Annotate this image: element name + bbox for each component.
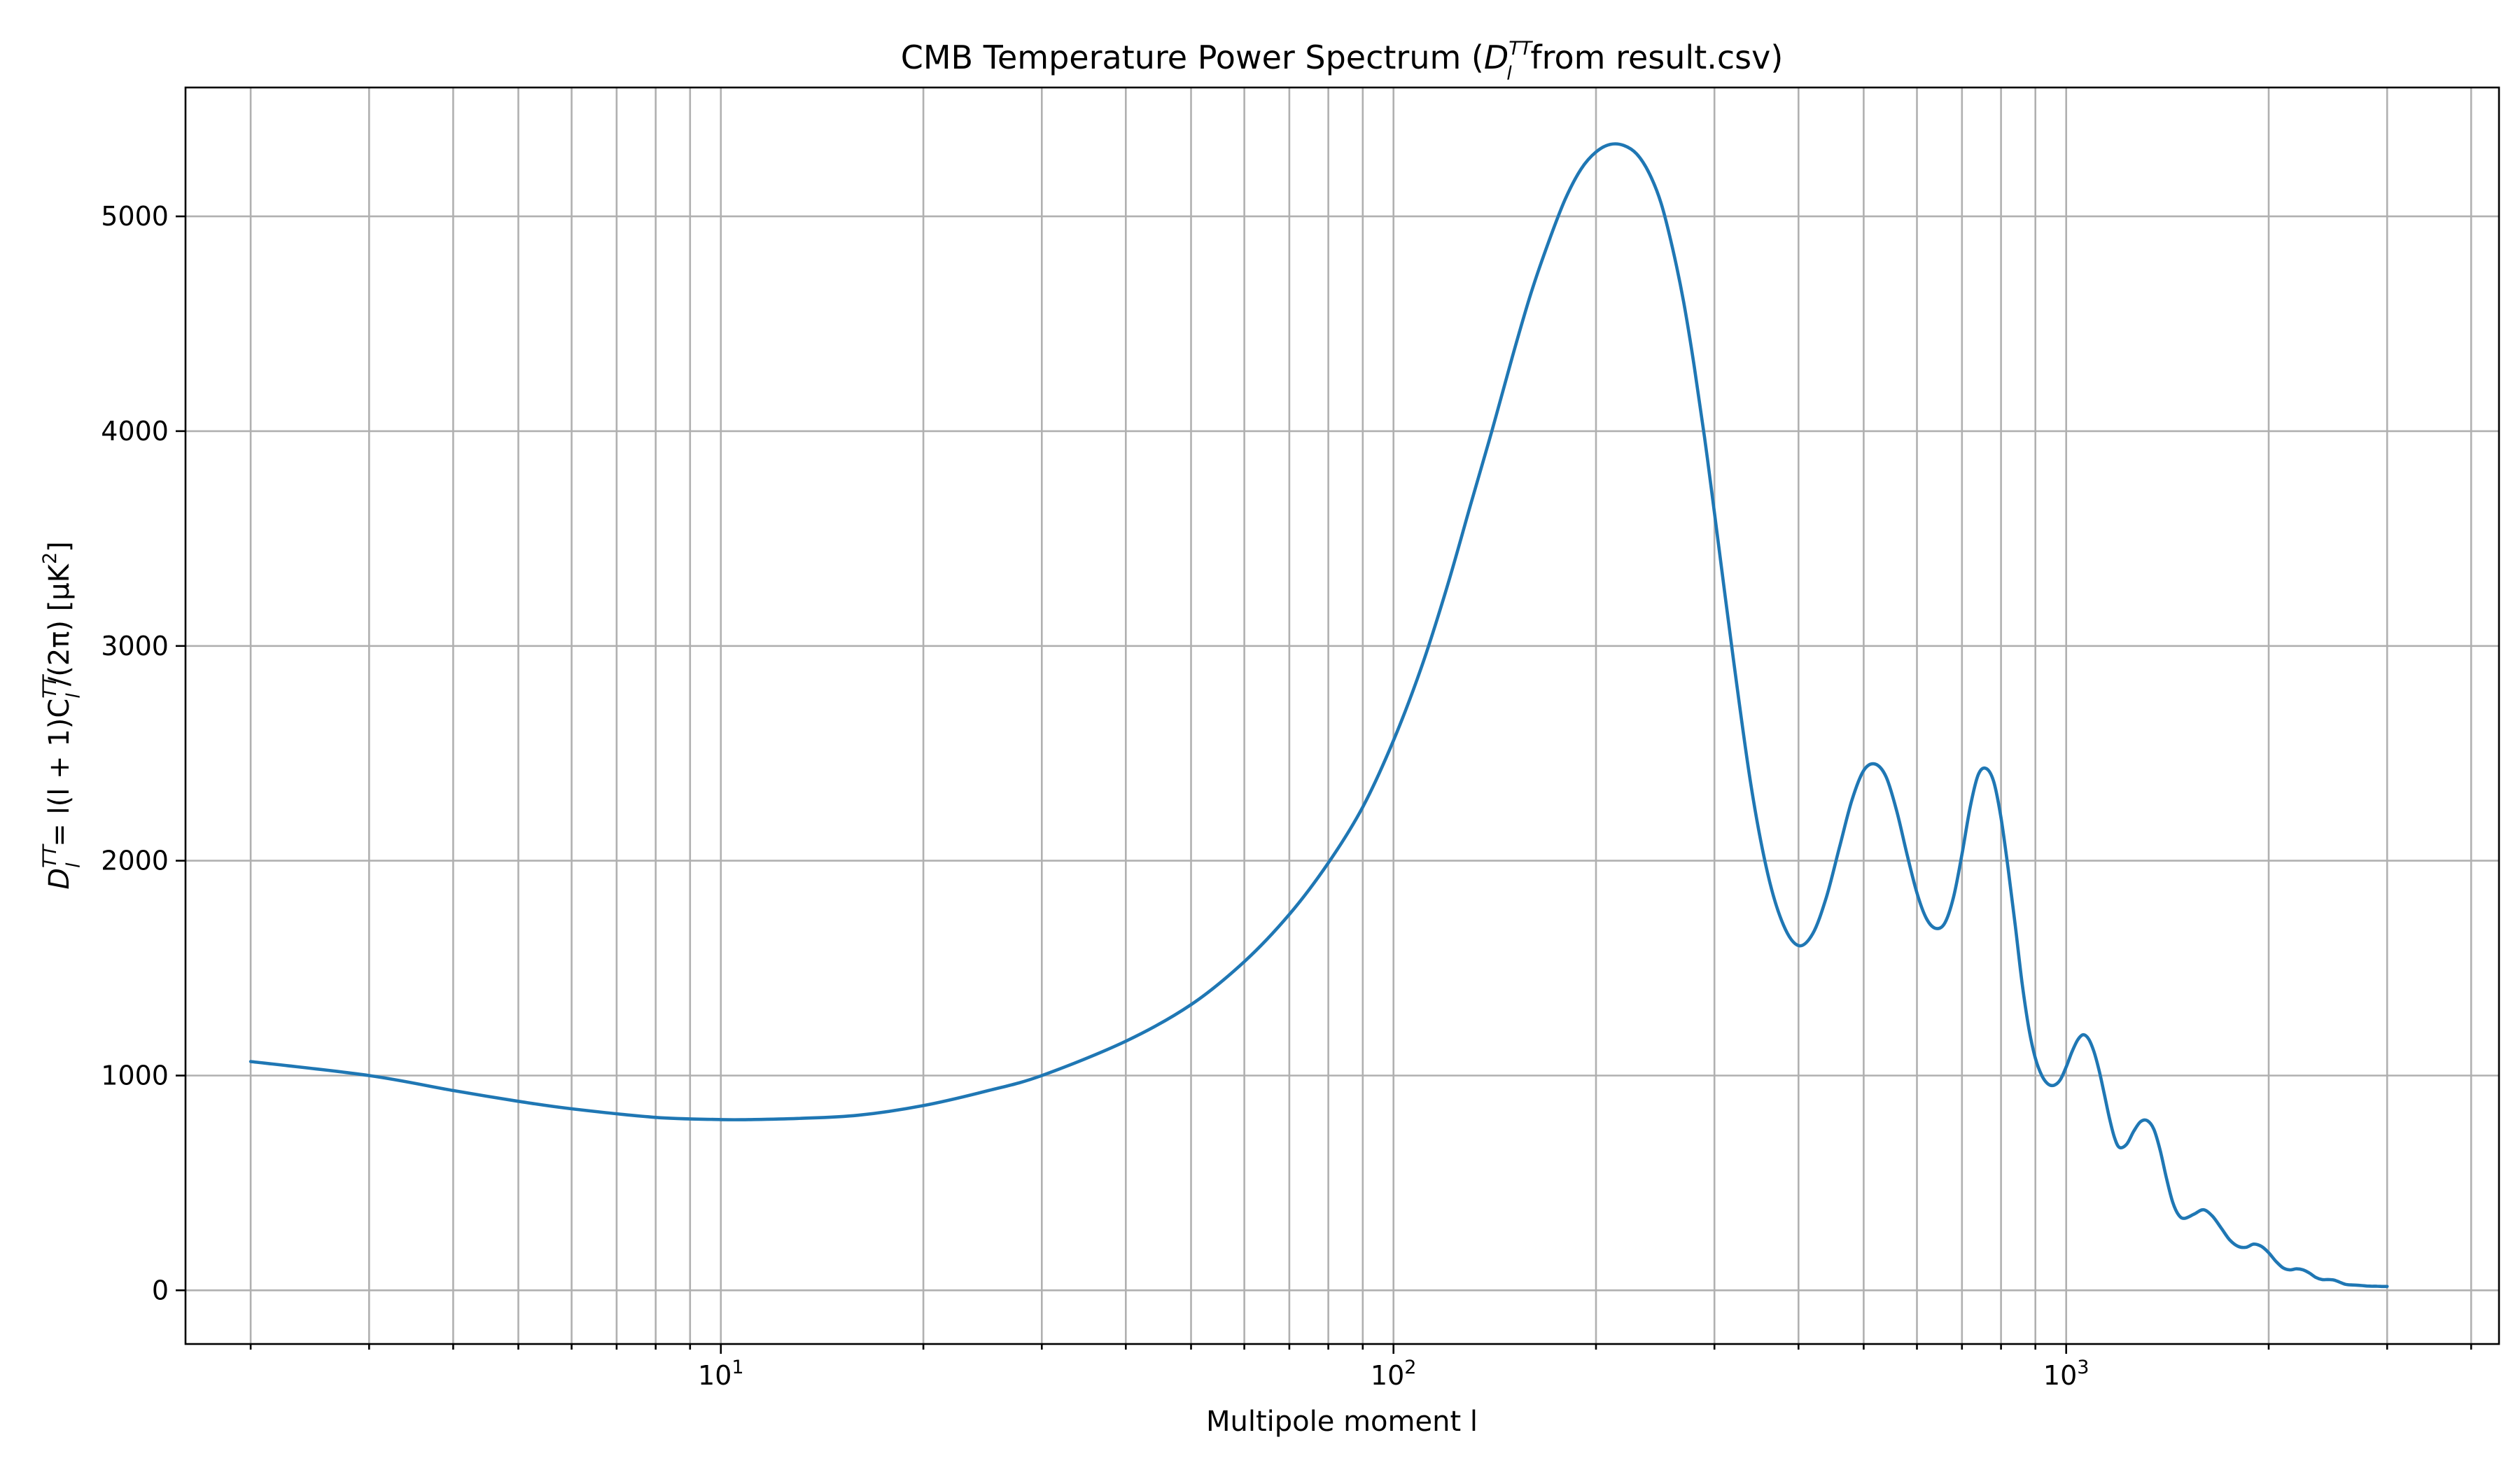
y-tick-label-0: 0: [152, 1275, 169, 1306]
ticks: 101 102 103 0 1000 2000 3000 4000 5000: [101, 201, 2472, 1391]
chart-title: CMB Temperature Power Spectrum (DTT l fro…: [901, 38, 1784, 85]
x-axis-label: Multipole moment l: [1206, 1406, 1478, 1438]
plot-frame: [184, 86, 2500, 1345]
x-tick-label-0: 101: [698, 1357, 744, 1391]
x-tick-label-2: 103: [2043, 1357, 2090, 1391]
y-axis-label: DTT l = l(l + 1)CTT l/(2π) [μK2]: [39, 541, 85, 890]
y-tick-label-4: 4000: [101, 416, 169, 447]
y-tick-label-2: 2000: [101, 846, 169, 876]
x-tick-label-1: 102: [1371, 1357, 1417, 1391]
y-tick-label-5: 5000: [101, 201, 169, 232]
grid: [186, 88, 2499, 1344]
series-line-0: [248, 142, 2389, 1289]
y-tick-label-3: 3000: [101, 631, 169, 662]
y-tick-label-1: 1000: [101, 1060, 169, 1091]
series-layer: [248, 142, 2389, 1289]
